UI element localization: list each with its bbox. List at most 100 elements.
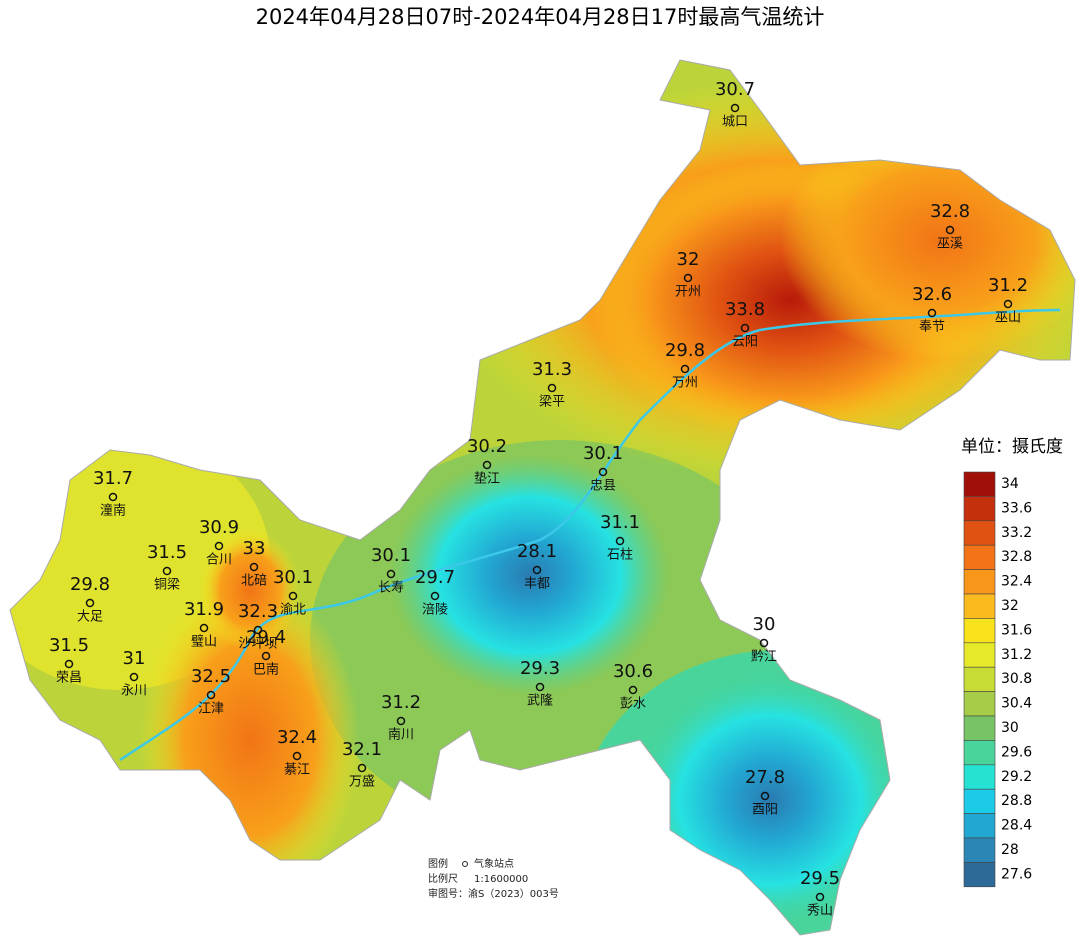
station-dot: [598, 467, 608, 477]
station-name: 垫江: [474, 471, 500, 487]
station-name: 云阳: [732, 335, 758, 350]
station-dot: [129, 672, 139, 682]
station-name: 武隆: [527, 694, 553, 709]
legend-swatch: [963, 691, 996, 717]
station-value: 30.1: [273, 567, 313, 588]
station-dot: [253, 625, 263, 635]
temperature-field: [10, 60, 1075, 935]
legend-tick-label: 28.8: [1001, 793, 1032, 809]
footnote-scale-label: 比例尺: [428, 872, 458, 885]
station-dot: [759, 638, 769, 648]
station-dot: [249, 562, 259, 572]
legend-swatch: [963, 569, 996, 595]
legend-tick-label: 29.6: [1001, 744, 1032, 760]
station-dot: [85, 598, 95, 608]
legend-swatch: [963, 496, 996, 522]
station-value: 32.6: [912, 284, 952, 305]
station-dot: [108, 492, 118, 502]
legend-tick-label: 30: [1001, 720, 1019, 736]
station-value: 32.8: [930, 201, 970, 222]
station-dot: [292, 751, 302, 761]
station-name: 合川: [206, 553, 232, 568]
station-name: 南川: [388, 727, 414, 743]
station-dot: [261, 651, 271, 661]
station-dot: [396, 716, 406, 726]
station-value: 30.6: [613, 661, 653, 682]
station-value: 29.4: [246, 627, 286, 648]
legend-swatch: [963, 544, 996, 570]
station-value: 31.9: [184, 599, 224, 620]
station-dot: [547, 383, 557, 393]
station-name: 万州: [672, 376, 698, 391]
legend-swatch: [963, 618, 996, 644]
station-value: 29.8: [70, 574, 110, 595]
station-dot: [615, 536, 625, 546]
station-name: 彭水: [620, 697, 646, 712]
legend-swatch: [963, 813, 996, 839]
legend-title: 单位：摄氏度: [961, 437, 1063, 457]
station-name: 璧山: [191, 634, 217, 650]
station-value: 30.1: [371, 545, 411, 566]
legend-tick-label: 34: [1001, 476, 1019, 492]
station-value: 30: [753, 614, 776, 635]
station-name: 荣昌: [56, 671, 82, 686]
footnote-scale: 1:1600000: [474, 874, 528, 885]
legend-swatch: [963, 837, 996, 863]
station-dot: [199, 623, 209, 633]
station-value: 29.3: [520, 658, 560, 679]
station-value: 31.7: [93, 468, 133, 489]
station-value: 27.8: [745, 767, 785, 788]
station-value: 33.8: [725, 299, 765, 320]
station-value: 33: [243, 538, 266, 559]
station-name: 梁平: [539, 395, 565, 410]
station-dot: [430, 591, 440, 601]
legend-tick-label: 33.2: [1001, 525, 1032, 541]
station-value: 31.2: [988, 275, 1028, 296]
legend-tick-label: 27.6: [1001, 866, 1032, 882]
station-dot: [683, 273, 693, 283]
station-name: 忠县: [590, 479, 616, 494]
station-dot: [288, 591, 298, 601]
legend-swatch: [963, 764, 996, 790]
footnote-station: 气象站点: [474, 857, 514, 870]
footnote-legend: 图例: [428, 857, 448, 870]
station-name: 铜梁: [154, 578, 180, 593]
station-name: 秀山: [807, 904, 833, 919]
legend-swatch: [963, 593, 996, 619]
station-name: 沙坪坝: [238, 637, 277, 652]
station-value: 31: [123, 648, 146, 669]
station-name: 永川: [121, 684, 147, 699]
station-name: 潼南: [100, 503, 126, 519]
station-value: 29.8: [665, 340, 705, 361]
station-dot: [740, 323, 750, 333]
station-value: 30.1: [583, 443, 623, 464]
station-value: 29.7: [415, 567, 455, 588]
station-dot: [945, 225, 955, 235]
legend-tick-label: 30.8: [1001, 671, 1032, 687]
station-value: 32.4: [277, 727, 317, 748]
title: 2024年04月28日07时-2024年04月28日17时最高气温统计: [256, 5, 825, 29]
station-name: 大足: [77, 610, 103, 625]
station-dot: [815, 892, 825, 902]
station-dot: [760, 791, 770, 801]
station-name: 巫溪: [937, 237, 963, 252]
station-dot: [206, 690, 216, 700]
legend-swatch: [963, 788, 996, 814]
legend-swatch: [963, 740, 996, 766]
legend-tick-label: 28.4: [1001, 818, 1032, 834]
legend-swatch: [963, 666, 996, 692]
legend-swatch: [963, 862, 996, 888]
station-dot: [535, 682, 545, 692]
station-name: 綦江: [284, 763, 310, 778]
station-dot: [532, 565, 542, 575]
station-value: 29.5: [800, 868, 840, 889]
station-value: 31.2: [381, 692, 421, 713]
station-value: 31.1: [600, 512, 640, 533]
station-value: 31.3: [532, 359, 572, 380]
station-name: 北碚: [241, 574, 267, 589]
station-value: 32.5: [191, 666, 231, 687]
station-dot: [162, 566, 172, 576]
legend-swatch: [963, 471, 996, 497]
station-name: 丰都: [524, 577, 550, 592]
